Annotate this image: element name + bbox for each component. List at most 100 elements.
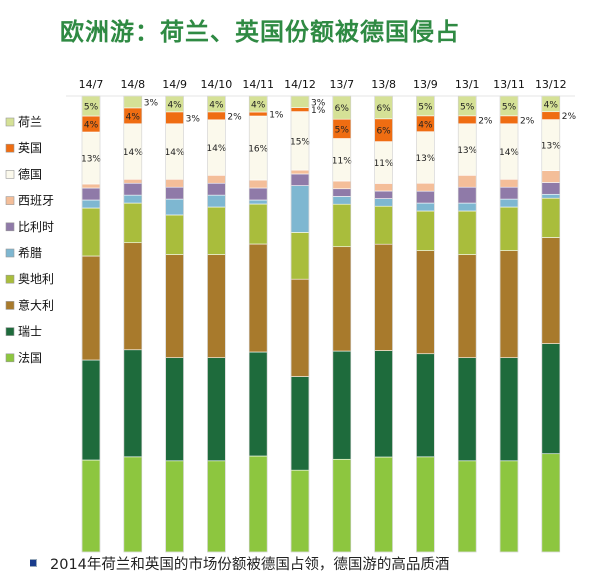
bar-segment (499, 178, 519, 188)
bar-segment (541, 237, 561, 344)
bar-segment (165, 198, 184, 216)
x-tick-label: 13/12 (535, 78, 567, 91)
legend-label: 比利时 (18, 220, 54, 234)
bar-segment (207, 175, 226, 184)
data-label: 2% (562, 112, 577, 122)
data-label: 5% (502, 102, 517, 112)
bar-outline (207, 95, 226, 553)
bar-outline (541, 95, 561, 553)
x-tick-label: 14/7 (79, 78, 104, 91)
legend-swatch (5, 274, 15, 284)
bar-segment (457, 186, 477, 204)
bar-segment (332, 246, 352, 352)
legend-swatch (5, 117, 15, 127)
legend-label: 西班牙 (18, 194, 54, 208)
bar-segment (499, 460, 519, 553)
legend-label: 瑞士 (18, 325, 42, 339)
footer-text: 2014年荷兰和英国的市场份额被德国占领，德国游的高品质酒 (50, 557, 450, 573)
bar-segment (81, 459, 101, 553)
legend-swatch (5, 327, 15, 336)
bar-segment (81, 255, 101, 361)
bar-segment (541, 197, 561, 238)
legend-swatch (5, 301, 15, 310)
legend-label: 德国 (18, 166, 42, 181)
bar-segment (81, 183, 101, 189)
bar-outline (457, 95, 477, 553)
bar-segment (248, 199, 268, 205)
bar-segment (499, 115, 519, 125)
data-label: 6% (376, 127, 391, 137)
bar-segment (541, 193, 561, 199)
bar-segment (81, 199, 101, 209)
x-tick-label: 13/1 (455, 78, 480, 91)
legend-label: 奥地利 (18, 272, 54, 286)
data-label: 14% (165, 148, 185, 158)
legend-swatch (5, 353, 15, 363)
bar-segment (207, 182, 226, 196)
bar-segment (290, 95, 310, 108)
bar-segment (374, 205, 393, 245)
data-label: 3% (186, 114, 201, 124)
bar-segment (457, 175, 477, 188)
x-tick-label: 13/9 (413, 78, 438, 91)
bar-segment (207, 460, 226, 553)
x-tick-label: 14/8 (120, 78, 145, 91)
bar-segment (248, 187, 268, 201)
bar-segment (290, 107, 310, 112)
legend-swatch (5, 196, 15, 205)
x-tick-label: 13/11 (493, 78, 525, 91)
bar-segment (290, 185, 310, 233)
bar-segment (165, 111, 184, 125)
data-label: 5% (335, 125, 350, 135)
data-label: 11% (332, 156, 352, 166)
bar-segment (81, 359, 101, 461)
bar-segment (457, 115, 477, 125)
bar-segment (207, 194, 226, 208)
bar-segment (207, 254, 226, 359)
bar-outline (81, 95, 101, 553)
legend-label: 希腊 (18, 245, 42, 260)
bar-segment (165, 254, 184, 359)
chart-title: 欧洲游：荷兰、英国份额被德国侵占 (60, 18, 460, 46)
bar-outline (374, 95, 393, 553)
legend-label: 意大利 (18, 297, 54, 312)
bar-segment (165, 214, 184, 255)
data-label: 5% (418, 102, 433, 112)
data-label: 2% (520, 116, 535, 126)
bar-segment (248, 203, 268, 245)
bar-segment (416, 190, 435, 204)
bar-segment (332, 180, 352, 190)
bar-segment (248, 179, 268, 189)
data-label: 14% (499, 148, 519, 158)
legend-label: 英国 (18, 141, 42, 155)
bar-segment (374, 183, 393, 192)
bar-segment (207, 357, 226, 462)
legend-label: 法国 (18, 351, 42, 365)
data-label: 15% (290, 137, 310, 147)
data-label: 4% (84, 121, 99, 131)
data-label: 11% (374, 159, 394, 169)
x-tick-label: 14/11 (242, 78, 274, 91)
bar-segment (290, 469, 310, 553)
bar-segment (416, 210, 435, 251)
bar-segment (457, 357, 477, 462)
data-label: 13% (541, 142, 561, 152)
bar-segment (165, 186, 184, 200)
bar-segment (290, 232, 310, 280)
bar-segment (499, 198, 519, 208)
bar-outline (165, 95, 184, 553)
bar-segment (499, 250, 519, 359)
bar-segment (374, 350, 393, 458)
bar-segment (123, 349, 143, 458)
bar-segment (416, 182, 435, 192)
bar-segment (541, 343, 561, 455)
data-label: 3% (144, 98, 159, 108)
bar-segment (123, 95, 143, 109)
data-label: 1% (311, 106, 326, 116)
bar-segment (332, 196, 352, 205)
legend-swatch (5, 222, 15, 232)
bar-segment (374, 190, 393, 199)
bar-segment (123, 456, 143, 553)
legend-swatch (5, 170, 15, 179)
bar-segment (332, 188, 352, 197)
